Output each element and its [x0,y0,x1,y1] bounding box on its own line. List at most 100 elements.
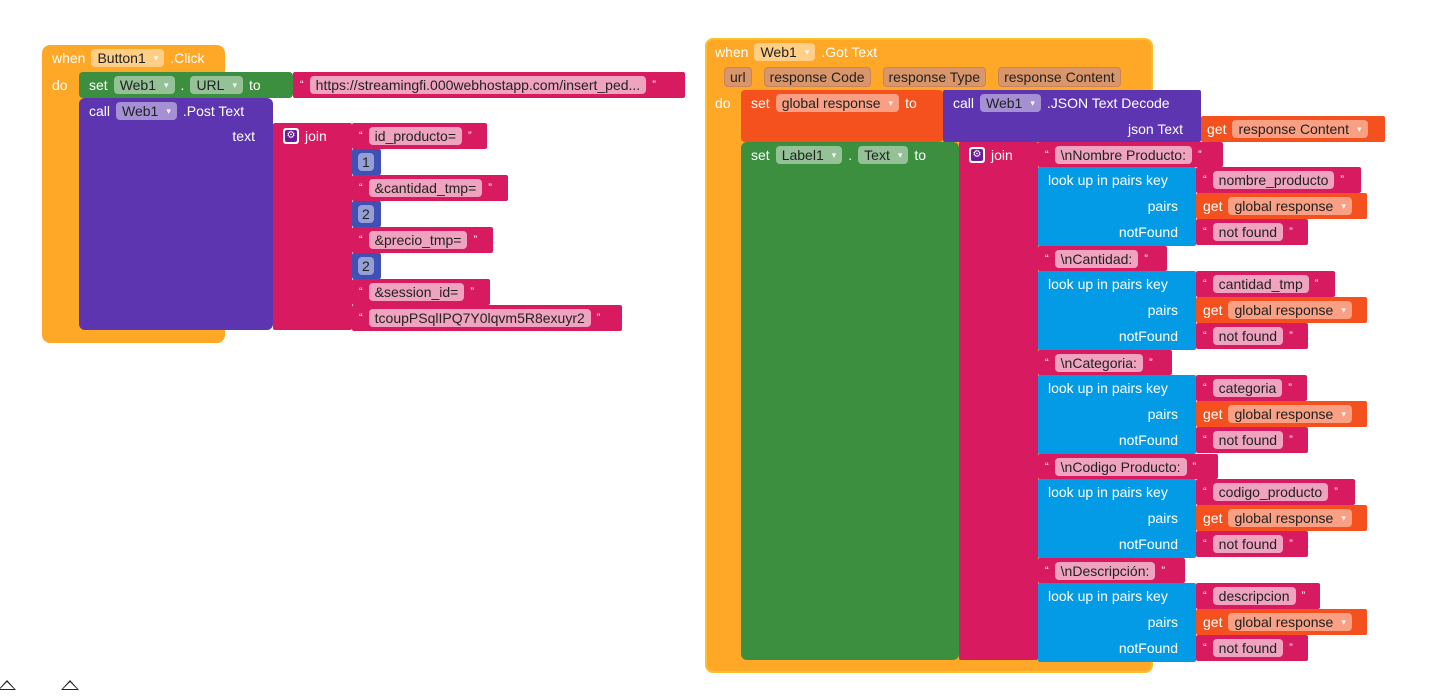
block-row: “ \nCantidad: ” [1045,246,1148,272]
variable-dropdown[interactable]: global response ▾ [1228,509,1352,527]
open-quote-icon: “ [1203,434,1207,446]
text-value[interactable]: \nNombre Producto: [1054,145,1192,164]
event-param[interactable]: response Code [763,67,871,87]
lookup-key-label: look up in pairs key [1048,588,1168,604]
component-dropdown[interactable]: Web1 ▾ [113,76,175,94]
open-quote-icon: “ [359,130,363,142]
event-param[interactable]: response Type [882,67,987,87]
key-value[interactable]: codigo_producto [1212,483,1329,501]
close-quote-icon: ” [468,130,472,142]
text-value[interactable]: &precio_tmp= [368,231,468,249]
lookup-key-label: look up in pairs key [1048,380,1168,396]
open-quote-icon: “ [1203,382,1207,394]
variable-dropdown[interactable]: global response ▾ [1228,613,1352,631]
text-value[interactable]: \nCantidad: [1054,249,1139,268]
json-text-decode-call-block[interactable] [943,90,1201,142]
lookup-in-pairs-block[interactable] [1038,167,1196,246]
lookup-in-pairs-block[interactable] [1038,583,1196,662]
arg-row: pairs [1048,401,1178,427]
url-text-value[interactable]: https://streamingfi.000webhostapp.com/in… [309,76,647,94]
text-value[interactable]: tcoupPSqlIPQ7Y0lqvm5R8exuyr2 [368,309,591,327]
variable-dropdown[interactable]: global response ▾ [1228,197,1352,215]
gear-icon[interactable]: ⚙ [283,128,299,144]
get-global-response-block[interactable] [1196,505,1367,531]
call-label: call [89,103,111,119]
text-arg-label: text [232,128,255,144]
open-quote-icon: “ [1203,174,1207,186]
close-quote-icon: ” [1161,564,1166,577]
notfound-value[interactable]: not found [1212,639,1284,657]
notfound-value[interactable]: not found [1212,431,1284,449]
event-param[interactable]: response Content [998,67,1121,87]
get-label: get [1203,406,1223,422]
variable-dropdown[interactable]: global response ▾ [1228,405,1352,423]
component-dropdown[interactable]: Web1 ▾ [980,94,1041,112]
number-block[interactable] [352,253,381,279]
lookup-in-pairs-block[interactable] [1038,375,1196,454]
chevron-down-icon: ▾ [888,97,894,108]
key-value[interactable]: nombre_producto [1212,171,1335,189]
close-quote-icon: ” [1192,460,1197,473]
component-dropdown[interactable]: Web1 ▾ [754,43,816,61]
number-value[interactable]: 1 [358,153,374,171]
text-value[interactable]: &session_id= [368,283,465,301]
get-global-response-block[interactable] [1196,297,1367,323]
text-value[interactable]: \nCategoria: [1054,353,1143,372]
component-dropdown[interactable]: Button1 ▾ [91,49,165,67]
triangle-icon[interactable] [0,680,16,690]
text-value[interactable]: &cantidad_tmp= [368,179,483,197]
text-value[interactable]: id_producto= [368,127,463,145]
block-row: “ \nDescripción: ” [1045,558,1165,584]
set-global-response-block[interactable] [741,90,943,142]
variable-dropdown-value: global response [1234,510,1334,526]
number-block[interactable] [352,201,381,227]
lookup-in-pairs-block[interactable] [1038,271,1196,350]
component-dropdown[interactable]: Label1 ▾ [775,146,843,164]
set-web-url-block[interactable] [79,72,293,98]
property-dropdown[interactable]: Text ▾ [858,146,909,164]
key-value[interactable]: descripcion [1212,587,1296,605]
get-global-response-block[interactable] [1196,401,1367,427]
get-label: get [1203,614,1223,630]
get-global-response-block[interactable] [1196,609,1367,635]
text-value[interactable]: \nDescripción: [1054,561,1156,580]
notfound-label: notFound [1118,224,1178,240]
set-label-text-block[interactable] [741,142,959,660]
event-param[interactable]: url [724,67,752,87]
block-row: set Label1 ▾. Text ▾ to [751,142,926,168]
block-row: “ descripcion ” [1203,583,1305,609]
open-quote-icon: “ [359,234,363,246]
number-value[interactable]: 2 [358,205,374,223]
number-block[interactable] [352,149,381,175]
post-text-call-block[interactable] [79,98,273,330]
property-dropdown[interactable]: URL ▾ [190,76,243,94]
get-global-response-block[interactable] [1196,193,1367,219]
component-dropdown[interactable]: Web1 ▾ [116,102,177,120]
get-response-content-block[interactable] [1201,116,1385,142]
join-block[interactable] [273,123,352,330]
number-value[interactable]: 2 [358,257,374,275]
notfound-value[interactable]: not found [1212,535,1284,553]
close-quote-icon: ” [1289,226,1293,238]
gear-icon[interactable]: ⚙ [969,147,985,163]
lookup-in-pairs-block[interactable] [1038,479,1196,558]
variable-dropdown[interactable]: response Content ▾ [1232,120,1368,138]
key-value[interactable]: categoria [1212,379,1283,397]
key-value[interactable]: cantidad_tmp [1212,275,1309,293]
variable-dropdown[interactable]: global response ▾ [1228,301,1352,319]
notfound-value[interactable]: not found [1212,327,1284,345]
notfound-value[interactable]: not found [1212,223,1284,241]
close-quote-icon: ” [1334,486,1338,498]
property-dropdown-value: Text [864,147,890,163]
to-label: to [248,77,261,93]
open-quote-icon: “ [1203,642,1207,654]
triangle-icon[interactable] [61,680,79,690]
text-value[interactable]: \nCodigo Producto: [1054,457,1187,476]
close-quote-icon: ” [652,79,656,91]
join-block[interactable] [959,142,1038,660]
block-row: “ &precio_tmp= ” [359,227,477,253]
pairs-label: pairs [1147,302,1178,318]
variable-dropdown[interactable]: global response ▾ [775,94,900,112]
block-row: look up in pairs key [1048,583,1168,609]
